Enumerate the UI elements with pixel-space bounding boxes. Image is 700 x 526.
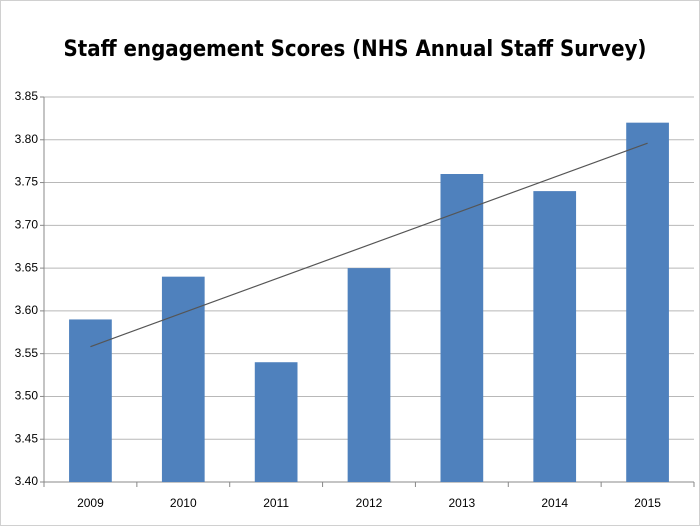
- bar: [440, 174, 484, 482]
- y-tick-label: 3.85: [15, 89, 39, 103]
- x-tick-label: 2013: [449, 496, 476, 510]
- bar: [533, 191, 577, 482]
- y-tick-label: 3.80: [15, 132, 39, 146]
- bar: [254, 362, 298, 482]
- x-tick-label: 2011: [263, 496, 289, 510]
- x-tick-label: 2012: [356, 496, 383, 510]
- y-tick-label: 3.40: [15, 474, 39, 488]
- bar: [69, 319, 112, 482]
- y-tick-label: 3.45: [15, 431, 39, 445]
- x-tick-label: 2010: [170, 496, 197, 510]
- bar: [161, 276, 205, 482]
- bar: [347, 268, 391, 482]
- x-tick-label: 2009: [77, 496, 104, 510]
- x-tick-label: 2014: [541, 496, 568, 510]
- y-tick-label: 3.70: [15, 218, 39, 232]
- y-tick-label: 3.75: [15, 175, 39, 189]
- y-tick-label: 3.60: [15, 303, 39, 317]
- bar: [626, 122, 669, 483]
- x-tick-label: 2015: [634, 496, 661, 510]
- y-tick-label: 3.50: [15, 389, 39, 403]
- y-tick-label: 3.65: [15, 260, 39, 274]
- y-tick-label: 3.55: [15, 346, 39, 360]
- chart-title: Staff engagement Scores (NHS Annual Staf…: [64, 37, 647, 62]
- trendline: [90, 142, 648, 348]
